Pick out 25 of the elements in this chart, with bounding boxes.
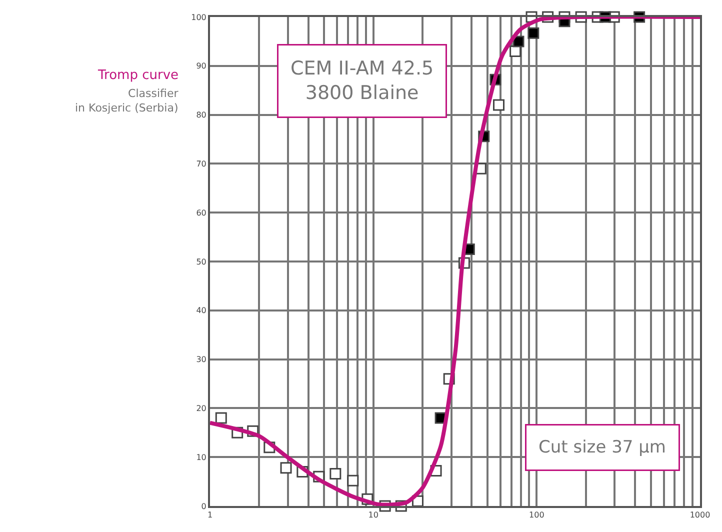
point — [493, 99, 505, 111]
annotation: Cut size 37 µm — [538, 438, 666, 458]
annotation: CEM II-AM 42.5 3800 Blaine — [290, 58, 434, 104]
y-tick-label: 0 — [201, 502, 206, 511]
x-tick-label: 1000 — [690, 510, 710, 520]
y-tick-label: 30 — [196, 355, 206, 364]
y-tick-label: 20 — [196, 404, 206, 413]
point — [347, 474, 359, 486]
x-tick-label: 1 — [207, 510, 213, 520]
text: Classifier in Kosjeric (Serbia) — [75, 87, 179, 114]
point — [510, 45, 522, 57]
y-tick-label: 80 — [196, 110, 206, 120]
y-tick-label: 10 — [196, 452, 206, 462]
point — [330, 468, 342, 480]
y-tick-label: 70 — [196, 160, 206, 168]
point — [280, 462, 292, 474]
y-tick-label: 40 — [196, 306, 206, 316]
y-tick-label: 90 — [196, 62, 206, 71]
point — [215, 412, 227, 424]
x-tick-label: 100 — [529, 510, 544, 520]
y-tick-label: 60 — [196, 208, 206, 218]
text: Tromp curve — [97, 68, 179, 83]
x-tick-label: 10 — [368, 510, 378, 520]
y-tick-label: 100 — [191, 12, 206, 22]
y-tick-label: 50 — [196, 257, 206, 266]
